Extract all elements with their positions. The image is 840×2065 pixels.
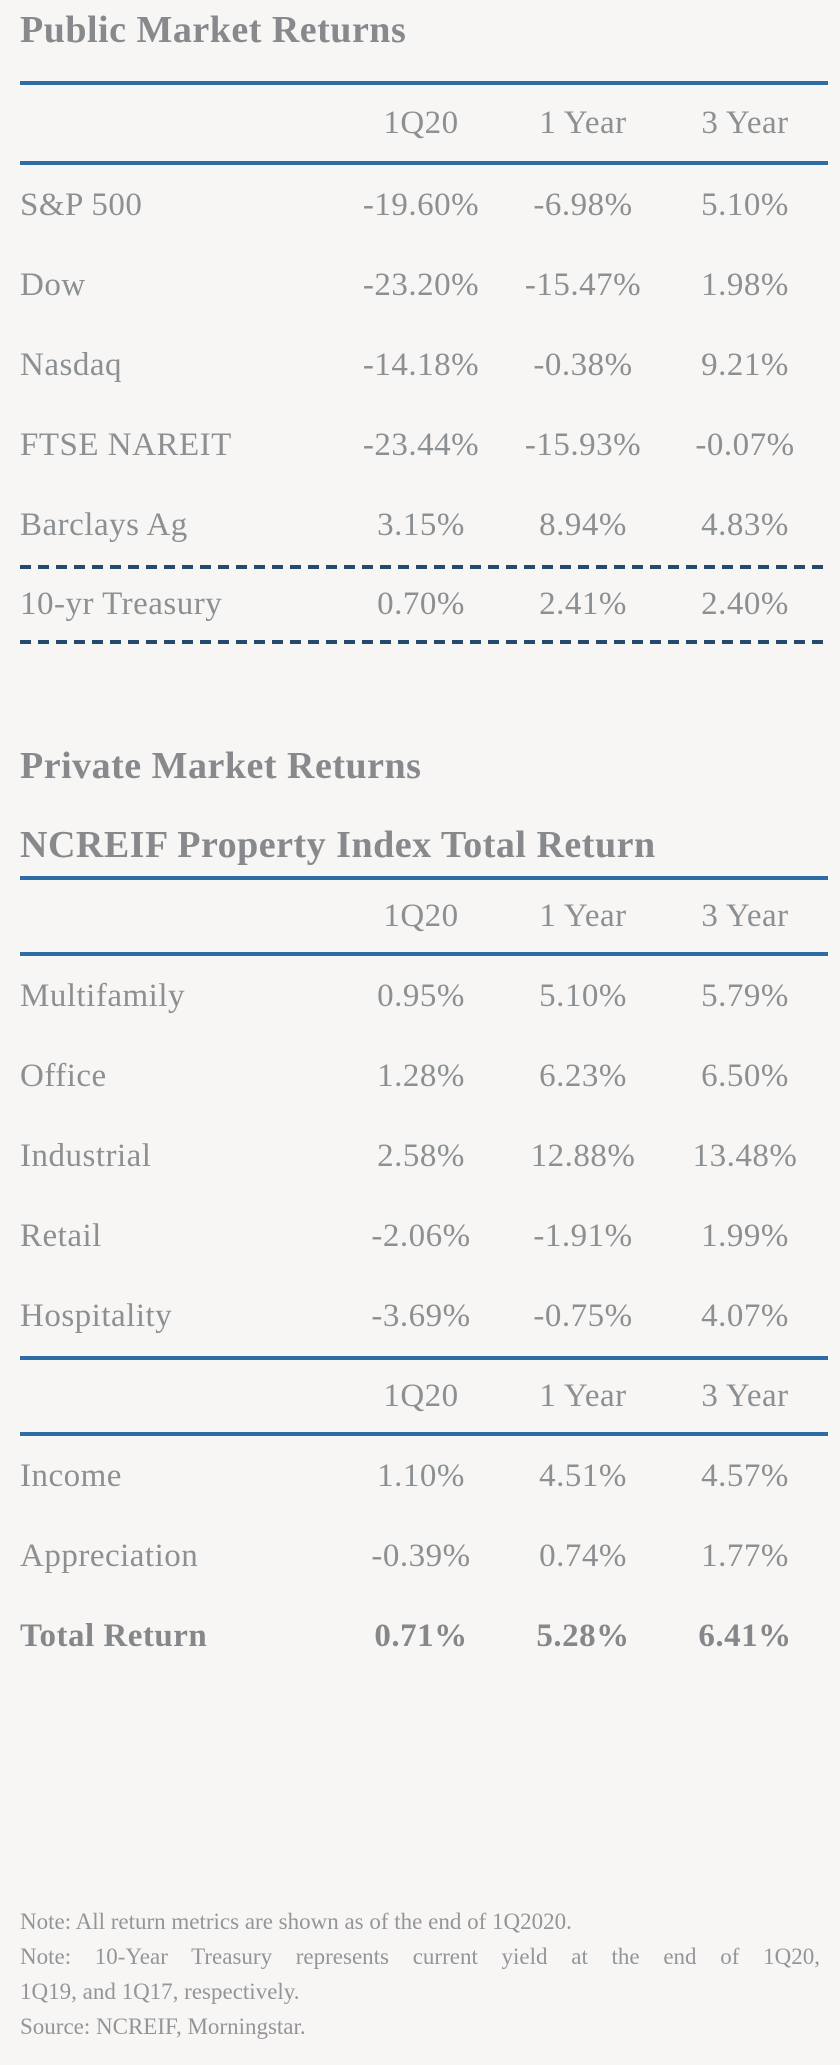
table-row-sp500: S&P 500 -19.60% -6.98% 5.10%	[20, 165, 828, 245]
public-market-returns-title: Public Market Returns	[20, 9, 407, 51]
table-row-income: Income 1.10% 4.51% 4.57%	[20, 1436, 828, 1516]
row-value: 6.50%	[701, 1057, 789, 1094]
horizontal-rule	[20, 161, 828, 165]
row-value: -0.38%	[533, 346, 633, 383]
ncreif-property-index-title: NCREIF Property Index Total Return	[20, 824, 656, 866]
horizontal-rule	[20, 1356, 828, 1360]
row-label: 10-yr Treasury	[20, 586, 223, 622]
public-table-header: 1Q20 1 Year 3 Year	[20, 85, 828, 161]
row-label: Income	[20, 1457, 122, 1494]
table-row-retail: Retail -2.06% -1.91% 1.99%	[20, 1196, 828, 1276]
row-value: -0.39%	[371, 1537, 471, 1574]
row-value: 4.57%	[701, 1457, 789, 1494]
row-value: 2.40%	[701, 586, 789, 622]
row-label: S&P 500	[20, 186, 143, 223]
column-header-1year: 1 Year	[539, 104, 627, 141]
footnote-line: Note: 10-Year Treasury represents curren…	[20, 1944, 820, 1969]
column-header-3year: 3 Year	[701, 104, 789, 141]
row-value: 1.28%	[377, 1057, 465, 1094]
footnotes: Note: All return metrics are shown as of…	[20, 1904, 820, 2044]
row-value: 8.94%	[539, 506, 627, 543]
private-market-returns-title: Private Market Returns	[20, 745, 422, 787]
row-value: 1.98%	[701, 266, 789, 303]
table-row-nasdaq: Nasdaq -14.18% -0.38% 9.21%	[20, 325, 828, 405]
table-row-10yr-treasury: 10-yr Treasury 0.70% 2.41% 2.40%	[20, 569, 828, 640]
dashed-rule	[20, 640, 828, 644]
row-value: 0.74%	[539, 1537, 627, 1574]
horizontal-rule	[20, 876, 828, 880]
row-value: 1.77%	[701, 1537, 789, 1574]
column-header-3year: 3 Year	[701, 1377, 789, 1414]
row-label: Dow	[20, 266, 86, 303]
row-label: Multifamily	[20, 977, 185, 1014]
table-row-hospitality: Hospitality -3.69% -0.75% 4.07%	[20, 1276, 828, 1356]
row-value: 5.10%	[701, 186, 789, 223]
table-row-appreciation: Appreciation -0.39% 0.74% 1.77%	[20, 1516, 828, 1596]
table-row-multifamily: Multifamily 0.95% 5.10% 5.79%	[20, 956, 828, 1036]
table-row-barclays-ag: Barclays Ag 3.15% 8.94% 4.83%	[20, 485, 828, 565]
footnote-source: Source: NCREIF, Morningstar.	[20, 2014, 306, 2039]
row-value: 0.95%	[377, 977, 465, 1014]
row-value: 5.10%	[539, 977, 627, 1014]
row-value: 3.15%	[377, 506, 465, 543]
row-value: 5.79%	[701, 977, 789, 1014]
table-row-office: Office 1.28% 6.23% 6.50%	[20, 1036, 828, 1116]
row-value: 5.28%	[536, 1617, 630, 1654]
row-value: -23.44%	[362, 426, 480, 463]
row-label: Office	[20, 1057, 107, 1094]
row-value: -14.18%	[362, 346, 480, 383]
row-value: 0.70%	[377, 586, 465, 622]
column-header-3year: 3 Year	[701, 897, 789, 934]
row-value: 4.07%	[701, 1297, 789, 1334]
footnote-line: 1Q19, and 1Q17, respectively.	[20, 1979, 300, 2004]
table-row-industrial: Industrial 2.58% 12.88% 13.48%	[20, 1116, 828, 1196]
column-header-1q20: 1Q20	[383, 104, 459, 141]
row-value: -19.60%	[362, 186, 480, 223]
row-value: 4.83%	[701, 506, 789, 543]
horizontal-rule	[20, 952, 828, 956]
footnote-line: Note: All return metrics are shown as of…	[20, 1909, 572, 1934]
row-value: -0.75%	[533, 1297, 633, 1334]
components-table-header: 1Q20 1 Year 3 Year	[20, 1360, 828, 1432]
row-label: Retail	[20, 1217, 102, 1254]
row-value: 2.41%	[539, 586, 627, 622]
row-value: 4.51%	[539, 1457, 627, 1494]
row-value: -3.69%	[371, 1297, 471, 1334]
row-label: Appreciation	[20, 1537, 199, 1574]
row-value: 1.10%	[377, 1457, 465, 1494]
row-value: -15.47%	[524, 266, 642, 303]
table-row-ftse-nareit: FTSE NAREIT -23.44% -15.93% -0.07%	[20, 405, 828, 485]
row-label: Hospitality	[20, 1297, 173, 1334]
column-header-1year: 1 Year	[539, 1377, 627, 1414]
row-value: 0.71%	[374, 1617, 468, 1654]
table-row-dow: Dow -23.20% -15.47% 1.98%	[20, 245, 828, 325]
column-header-1year: 1 Year	[539, 897, 627, 934]
ncreif-table-header: 1Q20 1 Year 3 Year	[20, 880, 828, 952]
row-value: 6.41%	[698, 1617, 792, 1654]
row-value: -2.06%	[371, 1217, 471, 1254]
column-header-1q20: 1Q20	[383, 897, 459, 934]
row-label: Industrial	[20, 1137, 152, 1174]
row-value: -1.91%	[533, 1217, 633, 1254]
dashed-rule	[20, 565, 828, 569]
row-value: -0.07%	[695, 426, 795, 463]
row-value: 6.23%	[539, 1057, 627, 1094]
horizontal-rule	[20, 1432, 828, 1436]
row-value: 13.48%	[692, 1137, 798, 1174]
row-value: 1.99%	[701, 1217, 789, 1254]
row-label: Barclays Ag	[20, 506, 188, 543]
row-value: -15.93%	[524, 426, 642, 463]
row-value: 9.21%	[701, 346, 789, 383]
row-value: -6.98%	[533, 186, 633, 223]
table-row-total-return: Total Return 0.71% 5.28% 6.41%	[20, 1596, 828, 1676]
column-header-1q20: 1Q20	[383, 1377, 459, 1414]
row-label: FTSE NAREIT	[20, 426, 232, 463]
row-value: 12.88%	[530, 1137, 636, 1174]
row-value: 2.58%	[377, 1137, 465, 1174]
row-label: Total Return	[20, 1617, 208, 1654]
row-value: -23.20%	[362, 266, 480, 303]
horizontal-rule	[20, 81, 828, 85]
row-label: Nasdaq	[20, 346, 122, 383]
